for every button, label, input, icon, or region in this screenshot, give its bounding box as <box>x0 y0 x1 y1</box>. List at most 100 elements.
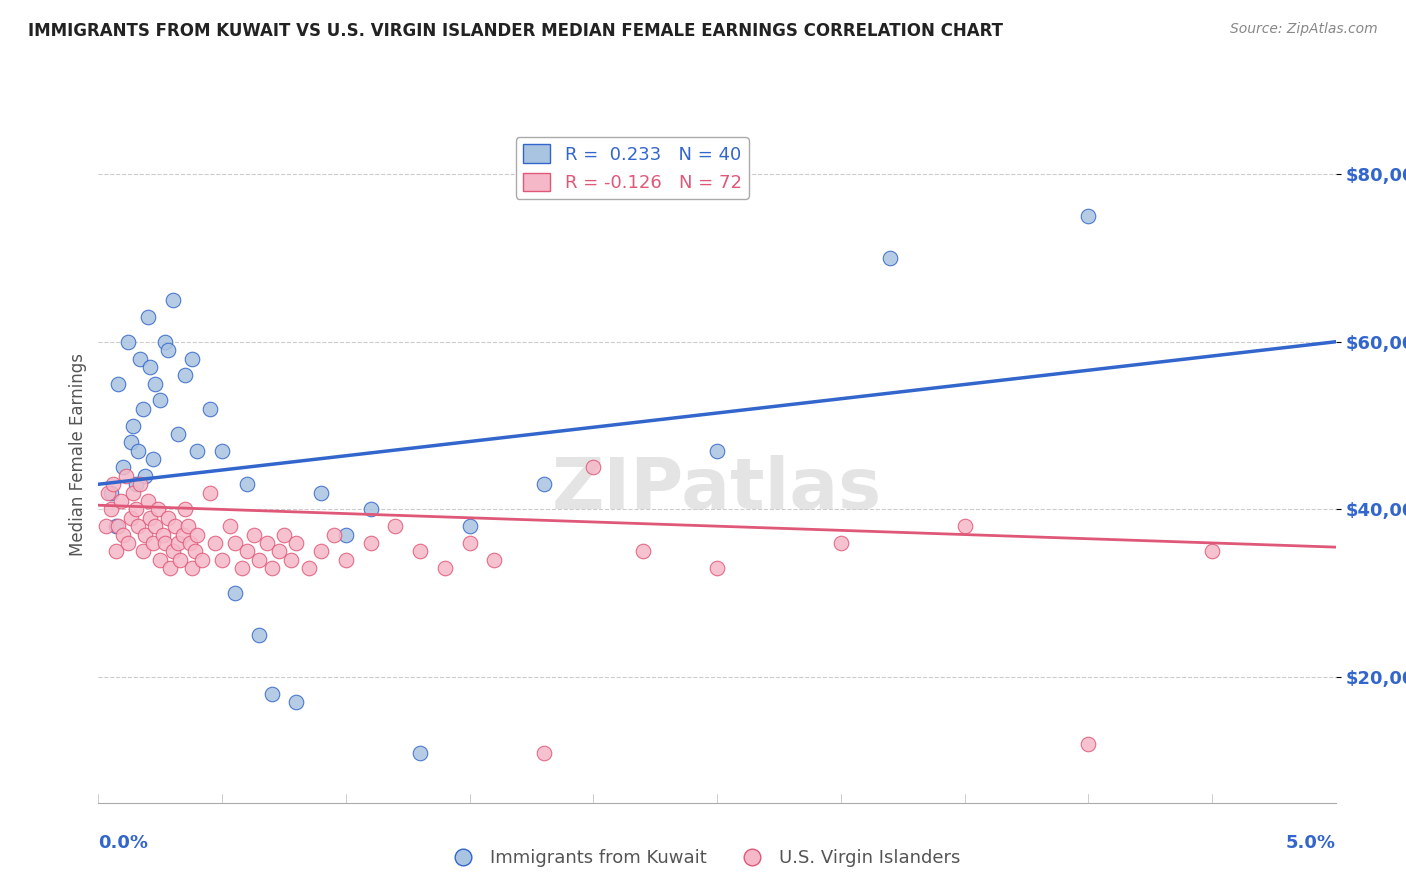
Point <box>136 494 159 508</box>
Point <box>706 443 728 458</box>
Point <box>484 552 506 566</box>
Point <box>162 544 184 558</box>
Point <box>191 552 214 566</box>
Point <box>247 628 270 642</box>
Point <box>224 586 246 600</box>
Point <box>174 368 197 383</box>
Point <box>298 561 321 575</box>
Point <box>142 536 165 550</box>
Point <box>280 552 302 566</box>
Point <box>112 527 135 541</box>
Y-axis label: Median Female Earnings: Median Female Earnings <box>69 353 87 557</box>
Point <box>1201 544 1223 558</box>
Point <box>273 527 295 541</box>
Point <box>458 519 481 533</box>
Point <box>1077 209 1099 223</box>
Point <box>211 552 233 566</box>
Point <box>458 536 481 550</box>
Point <box>117 536 139 550</box>
Point <box>243 527 266 541</box>
Point <box>267 544 290 558</box>
Point <box>127 443 149 458</box>
Point <box>1077 737 1099 751</box>
Point <box>236 477 259 491</box>
Point <box>582 460 605 475</box>
Point <box>152 527 174 541</box>
Point <box>166 427 188 442</box>
Point <box>107 519 129 533</box>
Point <box>107 376 129 391</box>
Text: ZIPatlas: ZIPatlas <box>553 455 882 524</box>
Point <box>139 510 162 524</box>
Point <box>149 393 172 408</box>
Point <box>162 293 184 307</box>
Point <box>309 544 332 558</box>
Point <box>218 519 240 533</box>
Legend: Immigrants from Kuwait, U.S. Virgin Islanders: Immigrants from Kuwait, U.S. Virgin Isla… <box>439 842 967 874</box>
Point <box>129 351 152 366</box>
Point <box>533 746 555 760</box>
Point <box>360 536 382 550</box>
Point <box>384 519 406 533</box>
Point <box>211 443 233 458</box>
Point <box>156 343 179 358</box>
Point <box>136 310 159 324</box>
Point <box>120 435 142 450</box>
Point <box>198 485 221 500</box>
Point <box>224 536 246 550</box>
Point <box>143 519 166 533</box>
Point <box>94 519 117 533</box>
Point <box>155 536 177 550</box>
Point <box>285 695 308 709</box>
Point <box>112 460 135 475</box>
Point <box>184 544 207 558</box>
Point <box>104 544 127 558</box>
Point <box>335 527 357 541</box>
Point <box>260 687 283 701</box>
Point <box>127 519 149 533</box>
Point <box>309 485 332 500</box>
Text: IMMIGRANTS FROM KUWAIT VS U.S. VIRGIN ISLANDER MEDIAN FEMALE EARNINGS CORRELATIO: IMMIGRANTS FROM KUWAIT VS U.S. VIRGIN IS… <box>28 22 1002 40</box>
Point <box>142 452 165 467</box>
Point <box>117 334 139 349</box>
Point <box>260 561 283 575</box>
Point <box>120 510 142 524</box>
Point <box>409 544 432 558</box>
Point <box>103 477 125 491</box>
Text: Source: ZipAtlas.com: Source: ZipAtlas.com <box>1230 22 1378 37</box>
Point <box>533 477 555 491</box>
Point <box>322 527 344 541</box>
Point <box>97 485 120 500</box>
Point <box>149 552 172 566</box>
Point <box>156 510 179 524</box>
Point <box>124 502 146 516</box>
Point <box>256 536 278 550</box>
Point <box>335 552 357 566</box>
Point <box>110 494 132 508</box>
Point <box>181 351 204 366</box>
Point <box>143 376 166 391</box>
Point <box>830 536 852 550</box>
Point <box>169 552 191 566</box>
Point <box>122 418 145 433</box>
Point <box>409 746 432 760</box>
Point <box>132 544 155 558</box>
Point <box>706 561 728 575</box>
Legend: R =  0.233   N = 40, R = -0.126   N = 72: R = 0.233 N = 40, R = -0.126 N = 72 <box>516 137 749 199</box>
Point <box>631 544 654 558</box>
Point <box>100 485 122 500</box>
Point <box>198 401 221 416</box>
Point <box>166 536 188 550</box>
Point <box>122 485 145 500</box>
Point <box>134 527 156 541</box>
Point <box>953 519 976 533</box>
Text: 0.0%: 0.0% <box>98 834 149 852</box>
Point <box>231 561 253 575</box>
Point <box>114 468 136 483</box>
Point <box>129 477 152 491</box>
Point <box>176 519 198 533</box>
Point <box>134 468 156 483</box>
Point <box>879 251 901 265</box>
Point <box>159 561 181 575</box>
Point <box>285 536 308 550</box>
